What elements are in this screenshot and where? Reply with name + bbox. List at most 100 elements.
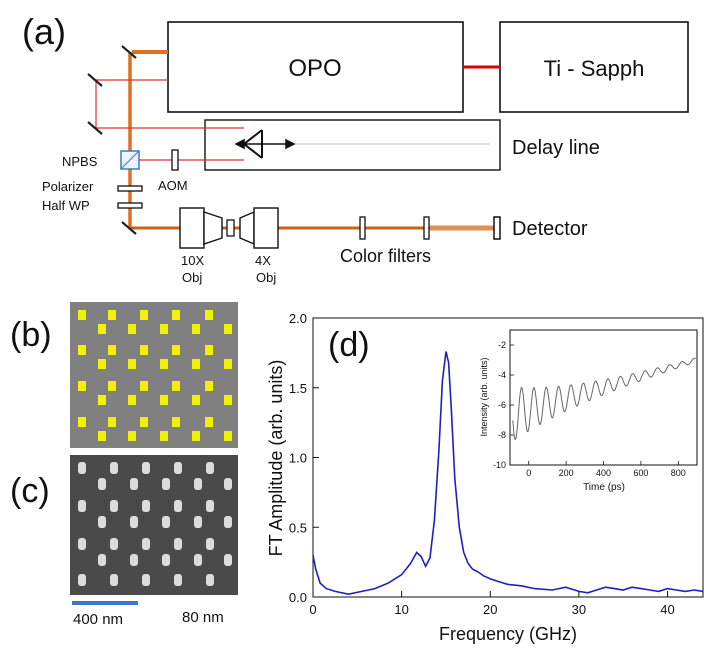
sem-nanostructure xyxy=(162,478,170,490)
inset-x-tick-label: 400 xyxy=(596,468,611,478)
nanostructure-model-rect xyxy=(140,310,148,320)
nanostructure-model-rect xyxy=(160,324,168,334)
color-filters-label: Color filters xyxy=(340,246,431,266)
panel-d: (d) 0 10 20 30 40 0.0 0.5 1.0 1.5 2.0 Frequency (… xyxy=(266,311,704,644)
nanostructure-model-rect xyxy=(224,431,232,441)
nanostructure-model-rect xyxy=(160,359,168,369)
inset-y-tick-label: -6 xyxy=(498,400,506,410)
sem-nanostructure xyxy=(110,462,118,474)
nanostructure-model-rect xyxy=(108,310,116,320)
sem-nanostructure xyxy=(130,516,138,528)
nanostructure-model-rect xyxy=(108,417,116,427)
inset-y-tick-label: -8 xyxy=(498,430,506,440)
panel-d-label: (d) xyxy=(328,326,370,364)
nanostructure-model-rect xyxy=(78,381,86,391)
nanostructure-model-rect xyxy=(172,417,180,427)
inset-x-tick-label: 800 xyxy=(671,468,686,478)
sem-nanostructure xyxy=(78,538,86,550)
nanostructure-model-rect xyxy=(205,345,213,355)
objective-4x xyxy=(239,207,279,249)
main-y-tick-label: 1.0 xyxy=(289,451,307,466)
color-filter-1 xyxy=(359,216,366,240)
main-x-tick-label: 30 xyxy=(572,602,586,617)
panel-c-sem-image xyxy=(70,455,238,595)
nanostructure-model-rect xyxy=(205,417,213,427)
sem-nanostructure xyxy=(224,516,232,528)
nanostructure-model-rect xyxy=(192,395,200,405)
nanostructure-model-rect xyxy=(172,310,180,320)
delay-line-box xyxy=(204,119,501,171)
inset-x-tick-label: 600 xyxy=(633,468,648,478)
sem-nanostructure xyxy=(162,516,170,528)
objective-10x xyxy=(179,207,223,249)
opo-label: OPO xyxy=(288,55,341,82)
translation-arrow-icon xyxy=(234,138,296,150)
inset-y-tick-label: -10 xyxy=(493,460,506,470)
sem-nanostructure xyxy=(206,500,214,512)
nanostructure-array-model xyxy=(78,310,232,441)
nanostructure-model-rect xyxy=(108,381,116,391)
ft-amplitude-line xyxy=(312,351,704,596)
nanostructure-model-rect xyxy=(128,359,136,369)
nanostructure-model-rect xyxy=(78,417,86,427)
sem-nanostructure xyxy=(110,500,118,512)
ti-sapph-label: Ti - Sapph xyxy=(544,56,645,81)
sem-nanostructure xyxy=(142,538,150,550)
obj4-label-line2: Obj xyxy=(256,270,276,285)
sem-nanostructure xyxy=(174,462,182,474)
panel-c-label: (c) xyxy=(10,472,50,510)
obj4-label-line1: 4X xyxy=(255,253,271,268)
main-x-tick-label: 10 xyxy=(394,602,408,617)
inset-y-tick-label: -2 xyxy=(498,340,506,350)
sem-nanostructure xyxy=(194,516,202,528)
nanostructure-model-rect xyxy=(192,324,200,334)
main-y-tick-label: 2.0 xyxy=(289,311,307,326)
sem-nanostructure xyxy=(78,574,86,586)
inset-ticks: 0 200 400 600 800 -2 -4 -6 -8 -10 xyxy=(493,340,686,478)
sem-nanostructure xyxy=(206,538,214,550)
nanostructure-model-rect xyxy=(98,431,106,441)
nanostructure-model-rect xyxy=(224,359,232,369)
sem-nanostructure xyxy=(174,500,182,512)
main-y-tick-label: 0.0 xyxy=(289,590,307,605)
sem-nanostructure xyxy=(174,574,182,586)
main-x-tick-label: 20 xyxy=(483,602,497,617)
main-xlabel: Frequency (GHz) xyxy=(439,624,577,644)
nanostructure-model-rect xyxy=(205,381,213,391)
sem-nanostructure xyxy=(206,462,214,474)
nanostructure-model-rect xyxy=(128,431,136,441)
scale-bar-label: 400 nm xyxy=(73,611,123,628)
nanostructure-model-rect xyxy=(172,381,180,391)
size-label: 80 nm xyxy=(182,609,224,626)
nanostructure-model-rect xyxy=(192,359,200,369)
nanostructure-model-rect xyxy=(160,431,168,441)
obj10-label-line1: 10X xyxy=(181,253,204,268)
nanostructure-model-rect xyxy=(108,345,116,355)
polarizer-label: Polarizer xyxy=(42,179,94,194)
inset-frame xyxy=(509,329,698,466)
detector xyxy=(493,216,501,240)
inset-ylabel: Intensity (arb. units) xyxy=(479,357,489,436)
delay-line-label: Delay line xyxy=(512,137,600,159)
sem-nanostructure xyxy=(224,478,232,490)
mirrors xyxy=(87,45,137,235)
main-x-tick-label: 0 xyxy=(309,602,316,617)
sem-nanostructure xyxy=(142,574,150,586)
sem-nanostructure xyxy=(162,554,170,566)
sem-nanostructure xyxy=(142,500,150,512)
sem-nanostructure xyxy=(130,554,138,566)
nanostructure-model-rect xyxy=(224,395,232,405)
nanostructure-model-rect xyxy=(224,324,232,334)
inset-x-tick-label: 0 xyxy=(526,468,531,478)
inset-xlabel: Time (ps) xyxy=(583,482,625,493)
sem-nanostructure xyxy=(174,538,182,550)
nanostructure-model-rect xyxy=(192,431,200,441)
nanostructure-model-rect xyxy=(128,324,136,334)
sem-nanostructure xyxy=(224,554,232,566)
nanostructure-model-rect xyxy=(128,395,136,405)
panel-a-label: (a) xyxy=(22,11,66,52)
npbs-cube xyxy=(120,150,140,170)
sem-nanostructure xyxy=(98,478,106,490)
sem-nanostructure xyxy=(130,478,138,490)
